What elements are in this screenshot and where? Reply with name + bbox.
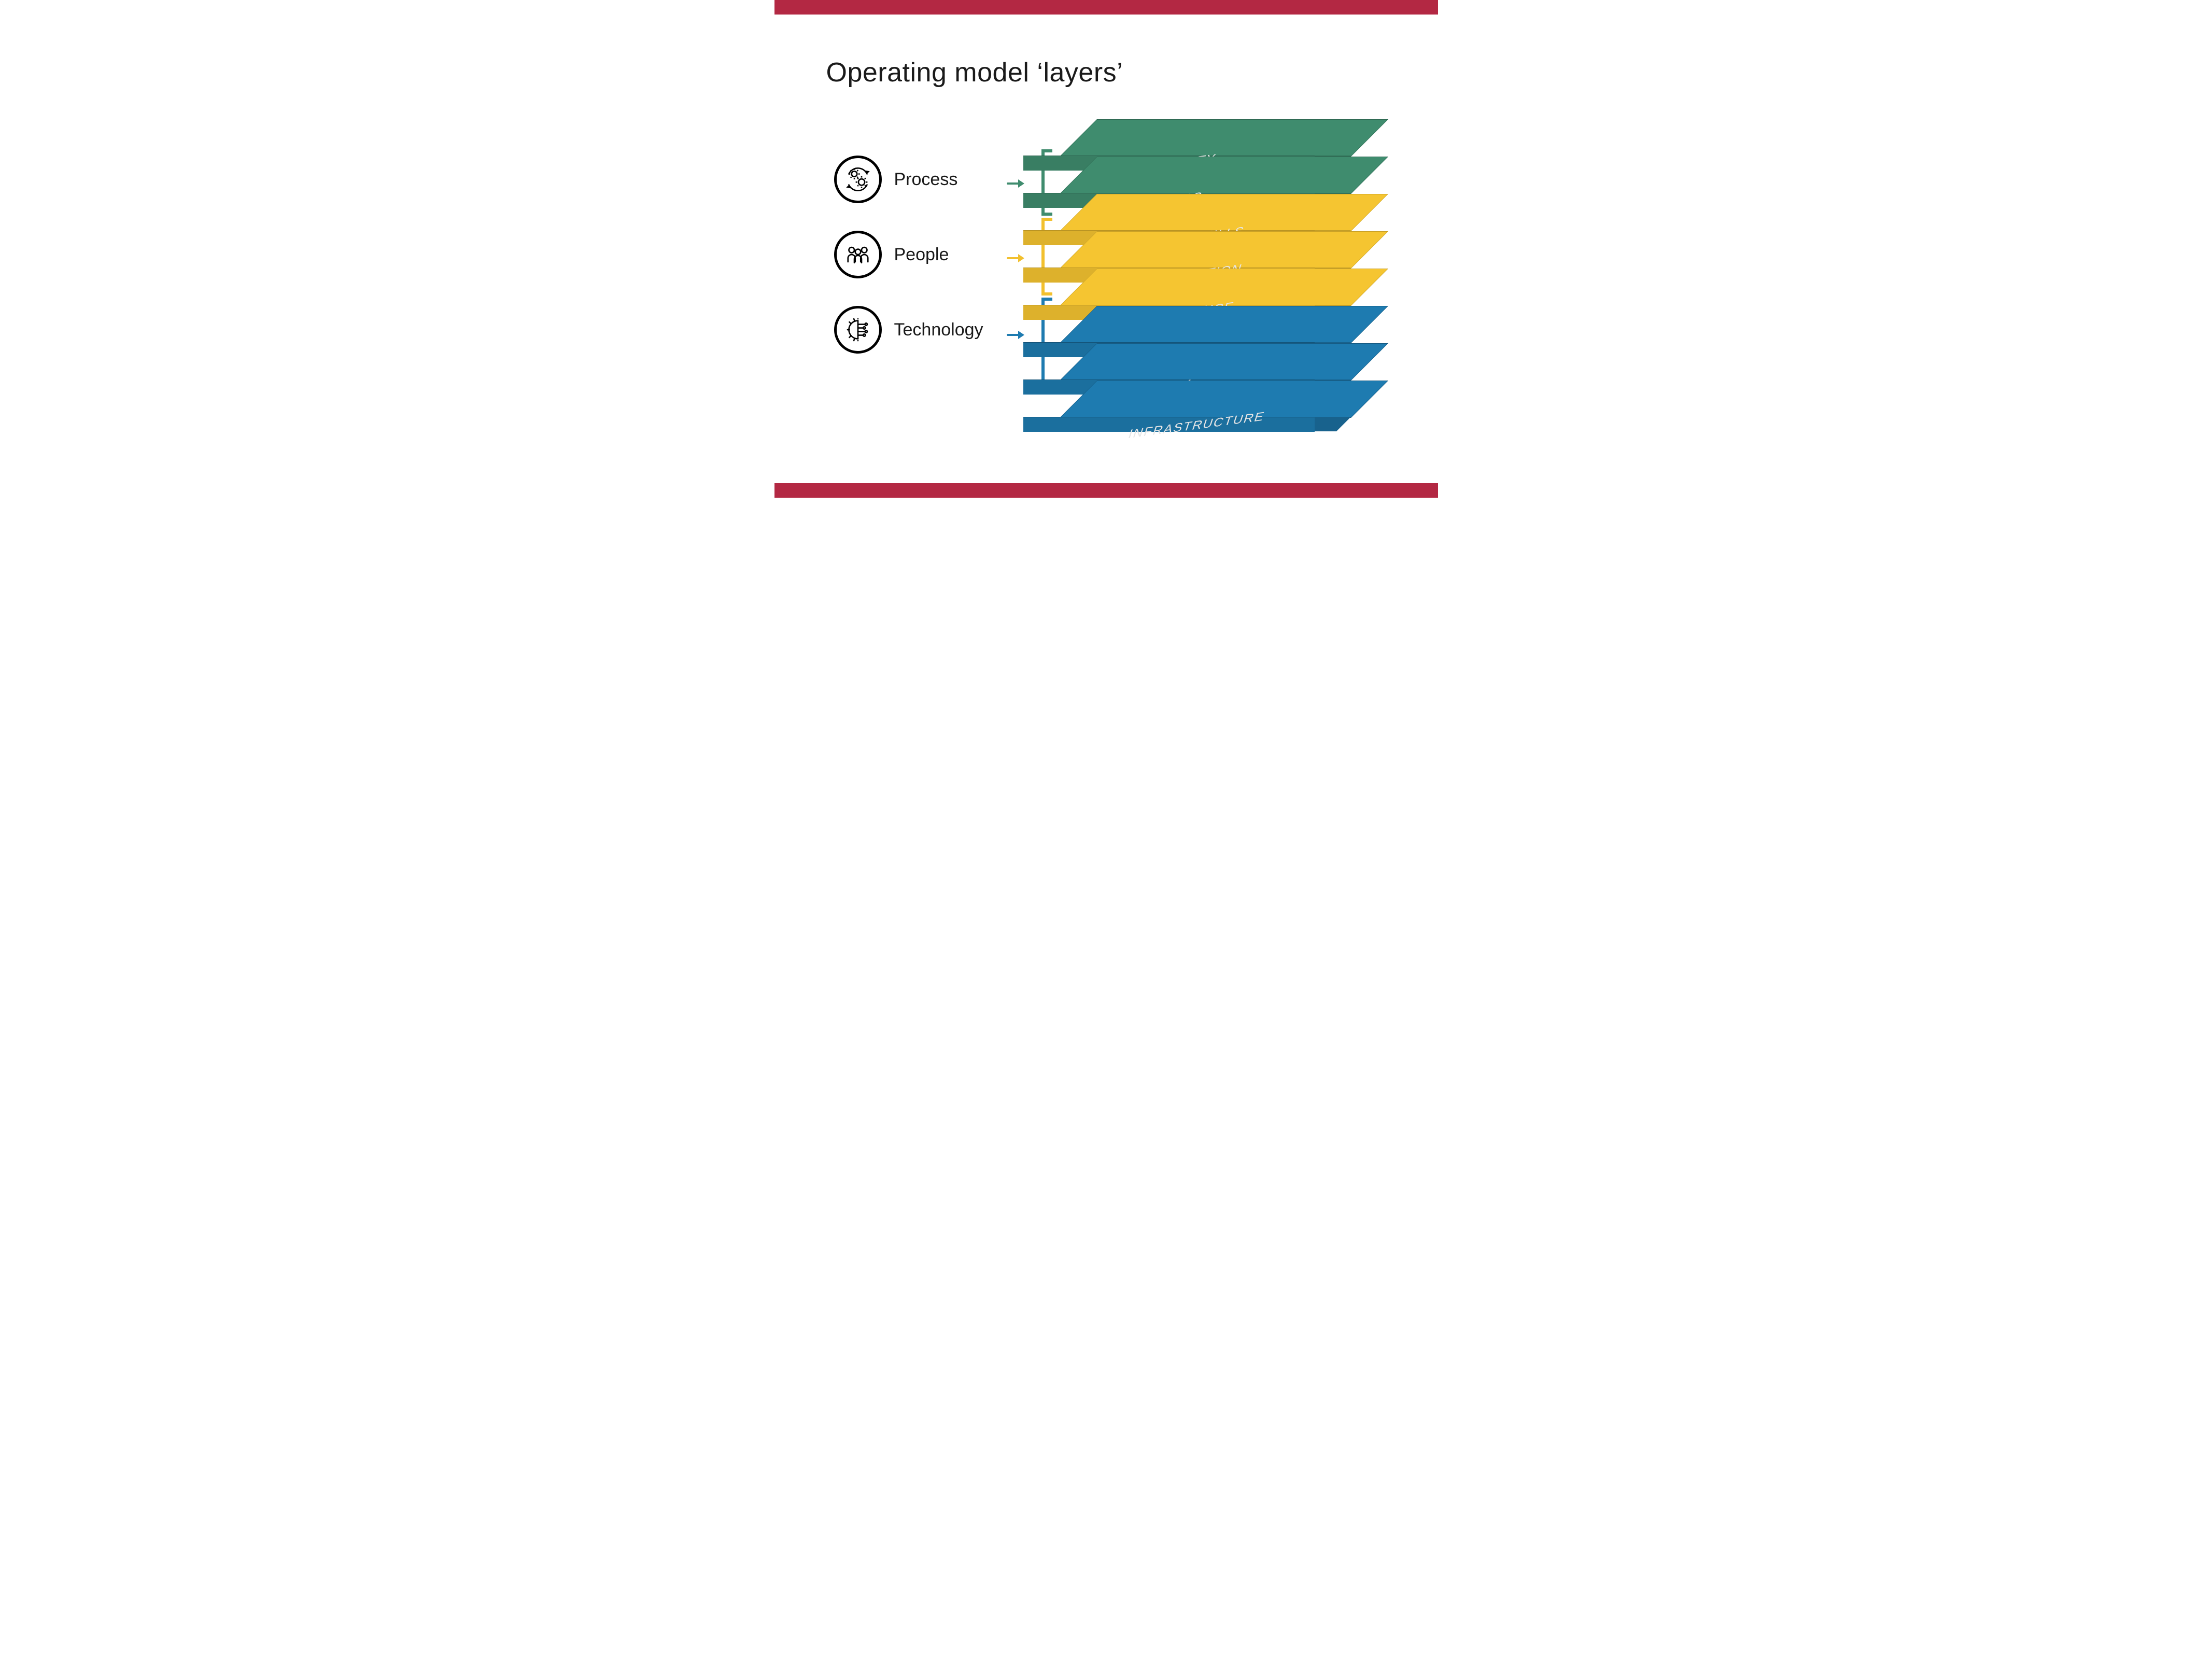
- accent-bar-top: [774, 0, 1438, 15]
- people-group-icon: [834, 231, 882, 278]
- category-label: Technology: [894, 320, 983, 340]
- layer-capability: CAPABILITY: [1060, 119, 1350, 156]
- layer-governance: GOVERNANCE: [1060, 269, 1350, 305]
- layer-data: DATA: [1060, 306, 1350, 342]
- layer-people-skills: PEOPLE/SKILLS: [1060, 194, 1350, 230]
- layer-system: SYSTEM: [1060, 343, 1350, 379]
- layer-process: PROCESS: [1060, 157, 1350, 193]
- layer-top-face: [1060, 157, 1388, 194]
- gears-cycle-icon: [834, 156, 882, 203]
- layer-top-face: [1060, 381, 1388, 418]
- arrow-process: [1007, 177, 1025, 192]
- category-process: Process: [834, 156, 958, 203]
- category-people: People: [834, 231, 949, 278]
- layer-front-face: INFRASTRUCTURE: [1023, 417, 1315, 432]
- accent-bar-bottom: [774, 483, 1438, 498]
- layer-top-face: [1060, 269, 1388, 306]
- layer-top-face: [1060, 306, 1388, 343]
- layer-top-face: [1060, 231, 1388, 269]
- layer-top-face: [1060, 119, 1388, 157]
- arrow-technology: [1007, 329, 1025, 344]
- layer-organisation: ORGANISATION: [1060, 231, 1350, 268]
- layer-stack: CAPABILITYPROCESSPEOPLE/SKILLSORGANISATI…: [1060, 119, 1391, 435]
- slide: Operating model ‘layers’ Process People …: [774, 0, 1438, 498]
- category-label: People: [894, 245, 949, 265]
- category-technology: Technology: [834, 306, 983, 354]
- page-title: Operating model ‘layers’: [826, 57, 1123, 88]
- arrow-people: [1007, 252, 1025, 267]
- layer-top-face: [1060, 343, 1388, 381]
- layer-infrastructure: INFRASTRUCTURE: [1060, 381, 1350, 417]
- tech-gear-chip-icon: [834, 306, 882, 354]
- category-label: Process: [894, 170, 958, 190]
- layer-top-face: [1060, 194, 1388, 231]
